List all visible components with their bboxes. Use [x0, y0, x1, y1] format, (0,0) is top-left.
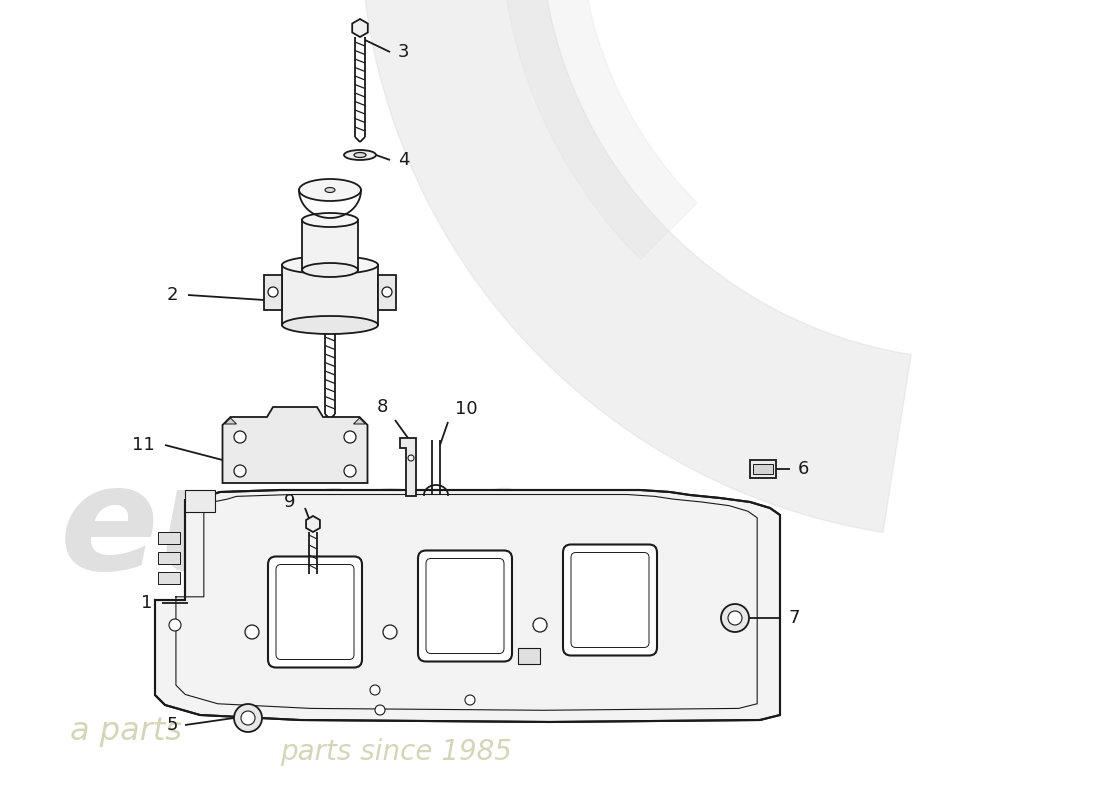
- FancyBboxPatch shape: [268, 557, 362, 667]
- Circle shape: [234, 431, 246, 443]
- Circle shape: [268, 287, 278, 297]
- Circle shape: [382, 287, 392, 297]
- Bar: [158, 532, 180, 544]
- Polygon shape: [400, 438, 416, 496]
- Bar: [158, 552, 180, 564]
- Text: ares: ares: [310, 549, 667, 690]
- Polygon shape: [500, 0, 697, 259]
- Circle shape: [169, 619, 182, 631]
- Polygon shape: [353, 418, 365, 424]
- Circle shape: [370, 685, 379, 695]
- Text: 2: 2: [166, 286, 178, 304]
- Circle shape: [534, 618, 547, 632]
- FancyBboxPatch shape: [563, 545, 657, 655]
- Text: 11: 11: [132, 436, 155, 454]
- Ellipse shape: [299, 179, 361, 201]
- Bar: [282, 265, 378, 325]
- Text: 10: 10: [455, 400, 477, 418]
- Text: 3: 3: [398, 43, 409, 61]
- FancyBboxPatch shape: [426, 558, 504, 654]
- Circle shape: [234, 704, 262, 732]
- Bar: [750, 460, 776, 478]
- Bar: [378, 275, 396, 310]
- Ellipse shape: [282, 316, 378, 334]
- Text: 4: 4: [398, 151, 409, 169]
- Circle shape: [375, 705, 385, 715]
- Polygon shape: [360, 0, 911, 532]
- Text: 8: 8: [376, 398, 388, 416]
- Circle shape: [383, 625, 397, 639]
- Polygon shape: [224, 418, 236, 424]
- Ellipse shape: [302, 263, 358, 277]
- FancyBboxPatch shape: [276, 565, 354, 659]
- Bar: [158, 572, 180, 584]
- Polygon shape: [352, 19, 367, 37]
- Ellipse shape: [344, 150, 376, 160]
- Circle shape: [465, 695, 475, 705]
- Text: 1: 1: [141, 594, 152, 612]
- FancyBboxPatch shape: [571, 553, 649, 647]
- Text: 9: 9: [284, 493, 295, 511]
- Bar: [185, 490, 214, 512]
- Polygon shape: [306, 516, 320, 532]
- Polygon shape: [222, 407, 367, 483]
- Ellipse shape: [302, 213, 358, 227]
- Circle shape: [234, 465, 246, 477]
- Circle shape: [241, 711, 255, 725]
- Ellipse shape: [354, 153, 366, 158]
- Bar: [302, 220, 358, 270]
- Text: 7: 7: [788, 609, 800, 627]
- Ellipse shape: [324, 187, 336, 193]
- Circle shape: [344, 465, 356, 477]
- Text: a parts: a parts: [70, 716, 182, 747]
- Text: 5: 5: [166, 716, 178, 734]
- Polygon shape: [155, 490, 780, 722]
- Circle shape: [720, 604, 749, 632]
- Text: 6: 6: [798, 460, 810, 478]
- Circle shape: [245, 625, 258, 639]
- Bar: [264, 275, 282, 310]
- Text: parts since 1985: parts since 1985: [280, 738, 512, 766]
- Text: europ: europ: [60, 459, 539, 600]
- Bar: [518, 648, 540, 664]
- FancyBboxPatch shape: [418, 550, 512, 662]
- Bar: [754, 464, 773, 474]
- Ellipse shape: [282, 256, 378, 274]
- Circle shape: [408, 455, 414, 461]
- Circle shape: [344, 431, 356, 443]
- Circle shape: [728, 611, 743, 625]
